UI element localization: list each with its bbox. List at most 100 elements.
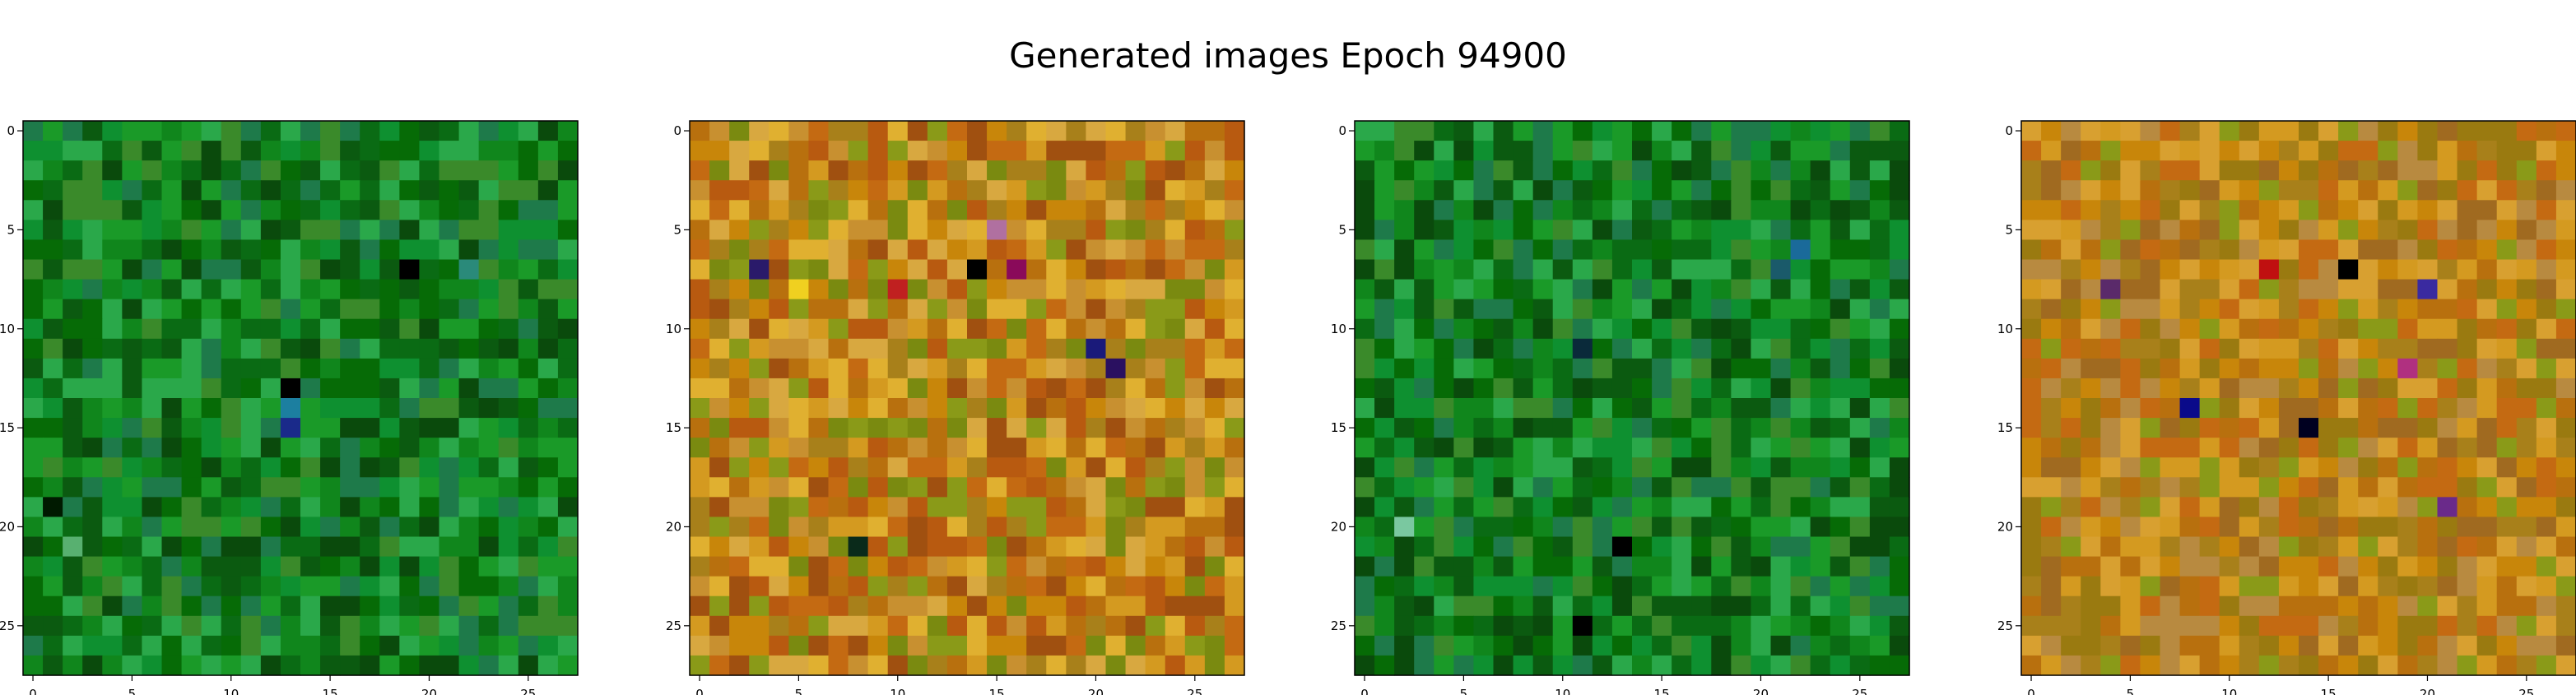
pixel-cell [1145,121,1166,141]
pixel-cell [2199,378,2220,399]
pixel-cell [2199,160,2220,181]
pixel-cell [2457,536,2478,558]
pixel-cell [221,438,242,458]
pixel-cell [2318,576,2339,597]
pixel-cell [1145,180,1166,201]
pixel-cell [1066,517,1087,538]
pixel-cell [1184,635,1206,656]
pixel-cell [2061,259,2081,280]
pixel-cell [2140,556,2161,577]
pixel-cell [1105,279,1127,300]
pixel-cell [1165,299,1186,320]
pixel-cell [1224,200,1245,220]
pixel-cell [1532,141,1554,161]
pixel-cell [2081,497,2101,518]
pixel-cell [967,615,988,637]
pixel-cell [2160,318,2181,340]
pixel-cell [1046,635,1067,656]
pixel-cell [181,239,202,261]
pixel-cell [1145,615,1166,637]
pixel-cell [1611,279,1633,300]
pixel-cell [201,477,222,498]
pixel-cell [181,635,202,656]
pixel-cell [1224,121,1245,141]
pixel-cell [1711,141,1732,161]
pixel-cell [102,576,123,597]
pixel-cell [537,457,559,478]
pixel-cell [2397,318,2419,340]
pixel-cell [967,438,988,458]
pixel-cell [848,160,869,181]
pixel-cell [161,200,183,220]
pixel-cell [2258,477,2280,498]
pixel-cell [161,239,183,261]
pixel-cell [769,655,789,676]
pixel-cell [1691,239,1712,261]
pixel-cell [300,279,321,300]
pixel-cell [1007,160,1027,181]
pixel-cell [1125,497,1146,518]
pixel-cell [2437,141,2458,161]
pixel-cell [201,655,222,676]
pixel-cell [399,160,421,181]
pixel-cell [1453,279,1475,300]
pixel-cell [867,398,889,419]
y-tick-label: 15 [1997,420,2013,435]
pixel-cell [1414,259,1434,280]
pixel-cell [828,160,849,181]
pixel-cell [379,358,400,379]
pixel-cell [907,239,928,261]
pixel-cell [729,418,750,438]
pixel-cell [907,200,928,220]
pixel-cell [2496,259,2518,280]
pixel-cell [967,141,988,161]
pixel-cell [1672,279,1692,300]
pixel-cell [946,517,968,538]
pixel-cell [2397,635,2419,656]
pixel-cell [1434,180,1454,201]
pixel-cell [1204,477,1225,498]
pixel-cell [788,180,810,201]
pixel-cell [63,338,83,359]
pixel-cell [300,259,321,280]
pixel-cell [946,160,968,181]
pixel-cell [280,318,301,340]
pixel-cell [987,457,1007,478]
pixel-cell [360,615,380,637]
pixel-cell [300,438,321,458]
pixel-cell [1414,279,1434,300]
pixel-cell [1711,239,1732,261]
pixel-cell [1165,615,1186,637]
pixel-cell [2061,536,2081,558]
pixel-cell [2555,595,2576,617]
pixel-cell [887,318,909,340]
pixel-cell [2160,655,2181,676]
pixel-cell [1572,259,1593,280]
pixel-cell [907,517,928,538]
pixel-cell [2219,477,2240,498]
pixel-cell [2358,259,2378,280]
pixel-cell [2278,655,2299,676]
pixel-cell [2278,279,2299,300]
pixel-cell [1007,279,1027,300]
pixel-cell [82,180,103,201]
pixel-cell [1355,318,1375,340]
pixel-cell [161,299,183,320]
pixel-grid [1355,121,1910,676]
pixel-cell [828,576,849,597]
pixel-cell [1184,318,1206,340]
pixel-cell [1204,180,1225,201]
pixel-cell [142,438,163,458]
pixel-cell [379,200,400,220]
pixel-cell [967,239,988,261]
pixel-cell [907,358,928,379]
pixel-cell [181,517,202,538]
pixel-cell [1473,299,1495,320]
pixel-cell [2278,160,2299,181]
pixel-cell [280,457,301,478]
pixel-cell [1184,497,1206,518]
pixel-cell [458,160,480,181]
pixel-cell [2378,121,2398,141]
pixel-cell [82,576,103,597]
pixel-cell [2338,299,2359,320]
